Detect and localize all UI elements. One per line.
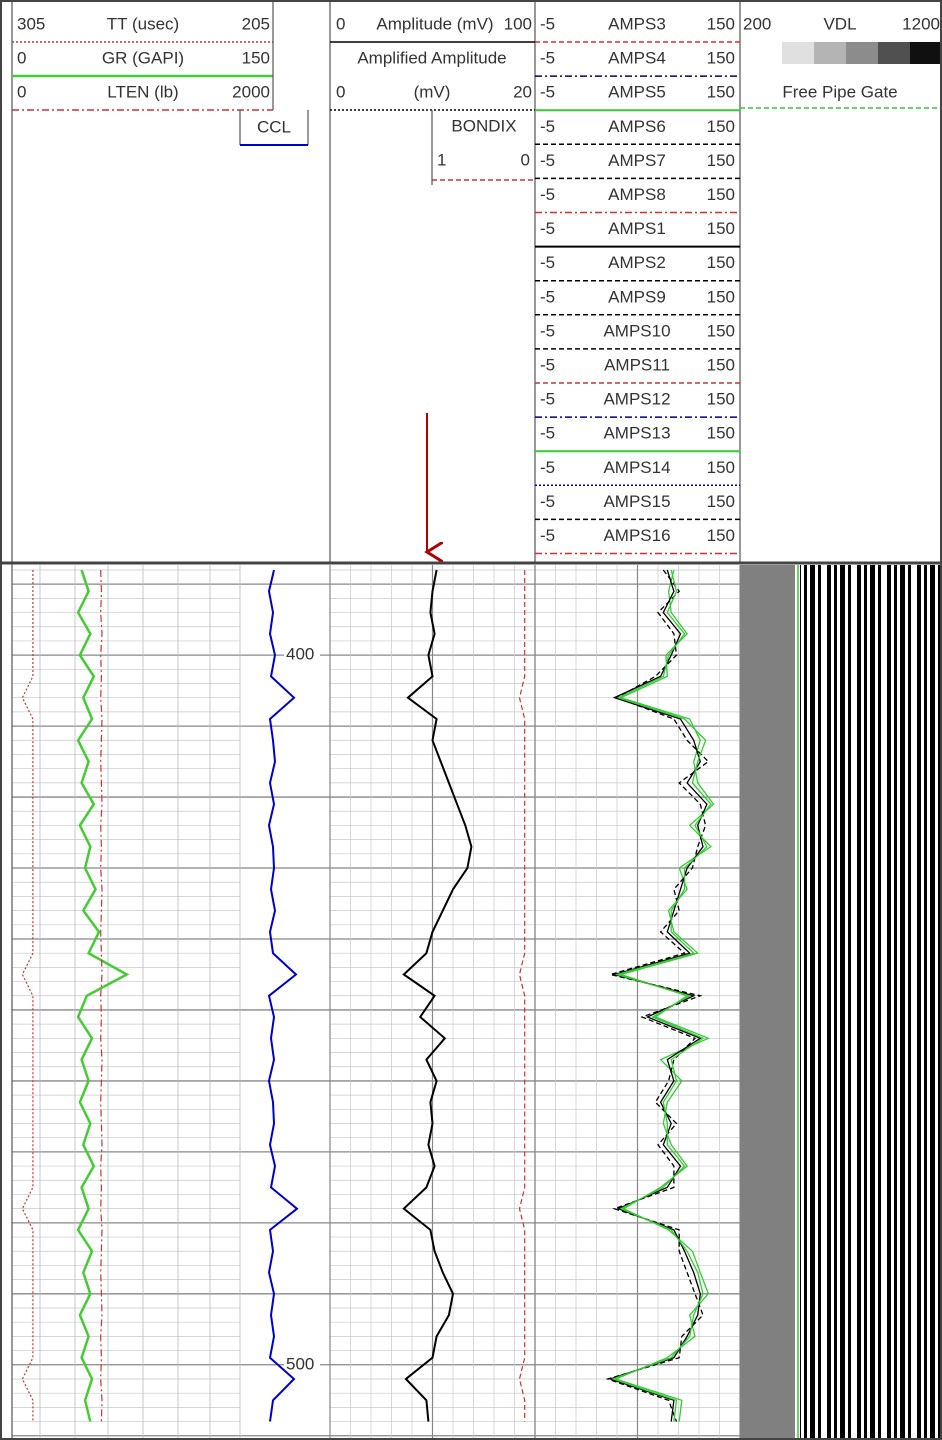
header-label: AMPS12 <box>603 390 670 409</box>
header-label: -5 <box>540 424 555 443</box>
header-label: -5 <box>540 355 555 374</box>
header-label: GR (GAPI) <box>102 48 184 67</box>
header-label: 150 <box>707 219 735 238</box>
header-label: AMPS4 <box>608 49 666 68</box>
header-label: 200 <box>743 14 771 33</box>
header-label: 0 <box>336 82 345 101</box>
header-label: Amplified Amplitude <box>357 48 506 67</box>
header-label: 150 <box>242 48 270 67</box>
vdl-scale-swatch <box>878 42 910 64</box>
depth-label: 500 <box>286 1354 314 1373</box>
header-label: 305 <box>17 14 45 33</box>
header-label: 150 <box>707 287 735 306</box>
header-label: AMPS8 <box>608 185 666 204</box>
vdl-image <box>800 565 942 1440</box>
header-label: -5 <box>540 390 555 409</box>
header-label: Free Pipe Gate <box>782 82 897 101</box>
header-label: VDL <box>823 14 856 33</box>
header-label: -5 <box>540 287 555 306</box>
header-label: 150 <box>707 253 735 272</box>
header-label: -5 <box>540 253 555 272</box>
header-label: 2000 <box>232 82 270 101</box>
header-label: LTEN (lb) <box>107 82 178 101</box>
header-label: AMPS5 <box>608 83 666 102</box>
depth-label: 400 <box>286 645 314 664</box>
header-label: -5 <box>540 185 555 204</box>
header-label: AMPS6 <box>608 117 666 136</box>
header-label: AMPS1 <box>608 219 666 238</box>
header-label: -5 <box>540 219 555 238</box>
header-label: 0 <box>336 14 345 33</box>
header-label: 0 <box>521 150 530 169</box>
header-label: 150 <box>707 117 735 136</box>
header-label: AMPS16 <box>603 526 670 545</box>
header-label: AMPS11 <box>604 355 670 374</box>
header-label: AMPS9 <box>608 287 666 306</box>
header-label: (mV) <box>414 82 451 101</box>
header-label: 100 <box>504 14 532 33</box>
header-label: -5 <box>540 458 555 477</box>
header-label: AMPS13 <box>603 424 670 443</box>
vdl-gate-band <box>740 565 795 1440</box>
header-label: 205 <box>242 14 270 33</box>
header-label: 150 <box>707 492 735 511</box>
header-label: 150 <box>707 321 735 340</box>
vdl-scale-swatch <box>910 42 942 64</box>
header-label: 1 <box>437 150 446 169</box>
header-label: -5 <box>540 321 555 340</box>
header-label: 150 <box>707 390 735 409</box>
header-label: -5 <box>540 83 555 102</box>
header-label: 150 <box>707 458 735 477</box>
header-label: BONDIX <box>451 116 516 135</box>
header-label: AMPS15 <box>603 492 670 511</box>
header-label: -5 <box>540 151 555 170</box>
header-label: -5 <box>540 49 555 68</box>
page: {"header": { "left_curves": [ {"min": 30… <box>0 0 942 1440</box>
header-label: 150 <box>707 151 735 170</box>
header-label: 0 <box>17 82 26 101</box>
header-label: -5 <box>540 526 555 545</box>
header-label: AMPS7 <box>608 151 666 170</box>
header-label: -5 <box>540 492 555 511</box>
well-log: 400 500 305 TT (usec) 205 0 GR (GAPI) 150 0 LTEN… <box>0 0 942 1440</box>
header-label: -5 <box>540 117 555 136</box>
header-label: 150 <box>707 49 735 68</box>
vdl-scale-swatch <box>782 42 814 64</box>
header-label: 20 <box>513 82 532 101</box>
header-label: 150 <box>707 14 735 33</box>
vdl-scale-swatch <box>814 42 846 64</box>
header-label: 150 <box>707 83 735 102</box>
header-label: AMPS14 <box>603 458 670 477</box>
header-label: 150 <box>707 526 735 545</box>
header-label: 150 <box>707 185 735 204</box>
header-label: CCL <box>257 117 291 136</box>
header-label: AMPS3 <box>608 14 666 33</box>
header-label: 150 <box>707 424 735 443</box>
header-label: -5 <box>540 14 555 33</box>
header-label: 0 <box>17 48 26 67</box>
header-label: Amplitude (mV) <box>376 14 493 33</box>
header-label: TT (usec) <box>107 14 179 33</box>
header-label: AMPS2 <box>608 253 666 272</box>
header-label: 150 <box>707 355 735 374</box>
vdl-scale-swatch <box>846 42 878 64</box>
header-label: AMPS10 <box>603 321 670 340</box>
header-label: 1200 <box>902 14 940 33</box>
